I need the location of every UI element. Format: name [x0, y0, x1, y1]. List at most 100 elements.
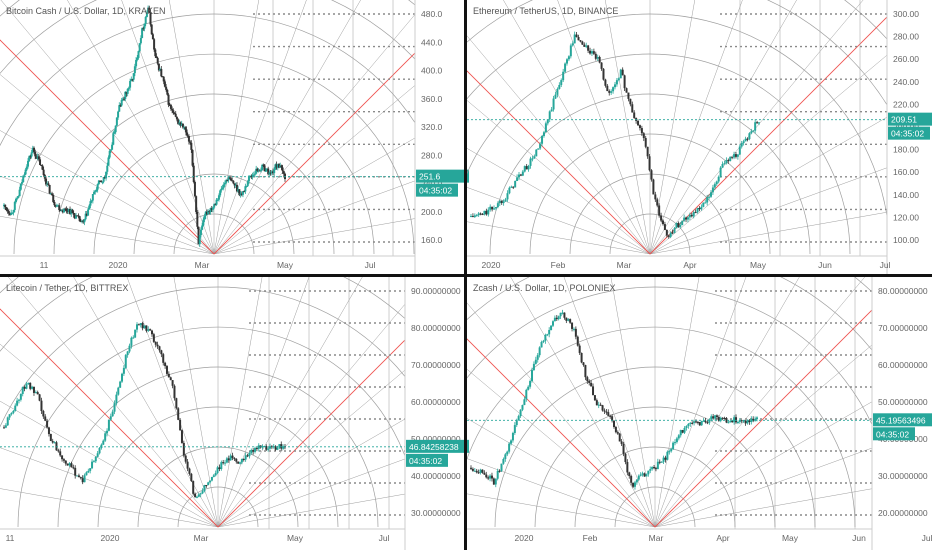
price-tag-label: 209.51 [891, 115, 917, 125]
candle-body [131, 79, 134, 81]
candle-body [506, 451, 509, 455]
candle-body [128, 345, 131, 352]
candle-body [624, 453, 627, 463]
candle-body [481, 214, 484, 216]
candle-body [23, 386, 26, 389]
fan-ray [0, 216, 215, 255]
candle-body [203, 485, 206, 492]
candle-body [729, 420, 732, 423]
candle-body [731, 420, 734, 423]
candle-body [36, 392, 39, 395]
candle-body [713, 184, 716, 188]
candle-body [195, 196, 198, 213]
candle-body [54, 205, 57, 207]
candle-body [76, 475, 79, 477]
candle-body [229, 455, 232, 461]
candle-body [100, 444, 103, 449]
candle-body [261, 164, 264, 171]
candle-body [59, 210, 62, 212]
candle-body [708, 419, 711, 423]
candle-body [231, 455, 234, 459]
chart-panel-1: Ethereum / TetherUS, 1D, BINANCE 300.00 28… [467, 0, 932, 274]
candle-body [274, 446, 277, 450]
candle-body [711, 187, 714, 193]
x-tick-label: May [277, 260, 294, 270]
countdown-label: 04:35:02 [419, 186, 452, 196]
y-tick-label: 400.0 [421, 66, 443, 76]
candle-body [64, 208, 67, 210]
candle-body [621, 69, 624, 76]
candle-body [698, 422, 701, 426]
candle-body [100, 180, 103, 183]
candle-body [232, 180, 235, 184]
candle-body [648, 156, 651, 171]
candle-body [282, 446, 285, 449]
candle-body [662, 457, 665, 462]
candle-body [115, 394, 118, 404]
candle-body [119, 105, 122, 107]
candle-body [671, 232, 674, 234]
candle-body [205, 211, 208, 215]
candle-body [471, 216, 474, 218]
candle-body [658, 205, 661, 216]
candle-body [640, 128, 643, 134]
candle-body [663, 224, 666, 230]
fan-ray [213, 137, 415, 255]
candle-body [194, 493, 197, 498]
candle-body [734, 154, 737, 157]
diagonal-up [213, 52, 415, 255]
candle-body [259, 170, 262, 172]
candle-body [645, 474, 648, 477]
candle-body [15, 198, 18, 202]
chart-title: Bitcoin Cash / U.S. Dollar, 1D, KRAKEN [6, 6, 166, 16]
candle-body [725, 160, 728, 164]
candle-body [263, 165, 266, 172]
x-tick-label: 11 [40, 260, 49, 270]
fan-ray [73, 277, 219, 528]
candle-body [40, 400, 43, 412]
plot-area [0, 0, 614, 256]
candle-body [559, 312, 562, 317]
fan-ray [563, 277, 656, 528]
x-tick-label: Mar [617, 260, 632, 270]
candle-body [209, 208, 212, 213]
candle-body [589, 50, 592, 54]
candle-body [706, 422, 709, 424]
candle-body [706, 197, 709, 203]
candle-body [117, 111, 120, 118]
candle-body [63, 208, 66, 213]
candle-body [192, 481, 195, 494]
candle-body [108, 150, 111, 158]
candle-body [105, 171, 108, 179]
candle-body [169, 377, 172, 381]
candle-body [171, 380, 174, 386]
y-tick-label: 40.00000000 [411, 471, 461, 481]
candle-body [470, 467, 472, 469]
candle-body [483, 472, 486, 475]
x-tick-label: Feb [551, 260, 566, 270]
candle-body [511, 432, 514, 441]
candle-body [31, 147, 34, 153]
candle-body [226, 180, 229, 182]
y-tick-label: 300.00 [893, 9, 919, 19]
candle-body [178, 122, 181, 124]
fan-ray [213, 180, 415, 255]
candle-body [46, 420, 49, 428]
price-tag-label: 45.19563496 [876, 415, 926, 425]
candle-body [550, 325, 553, 330]
candle-body [225, 458, 228, 463]
fan-arc [0, 0, 614, 254]
candle-body [27, 160, 30, 167]
y-tick-label: 80.00000000 [878, 286, 928, 296]
candle-body [114, 125, 117, 133]
chart-title: Ethereum / TetherUS, 1D, BINANCE [473, 6, 618, 16]
candle-body [180, 123, 183, 126]
candle-body [277, 164, 280, 168]
fan-ray [467, 35, 651, 255]
candle-body [471, 468, 474, 471]
candle-body [201, 225, 204, 230]
candle-body [564, 63, 567, 72]
candle-body [643, 473, 646, 477]
candle-body [735, 417, 738, 423]
candle-body [510, 440, 513, 444]
